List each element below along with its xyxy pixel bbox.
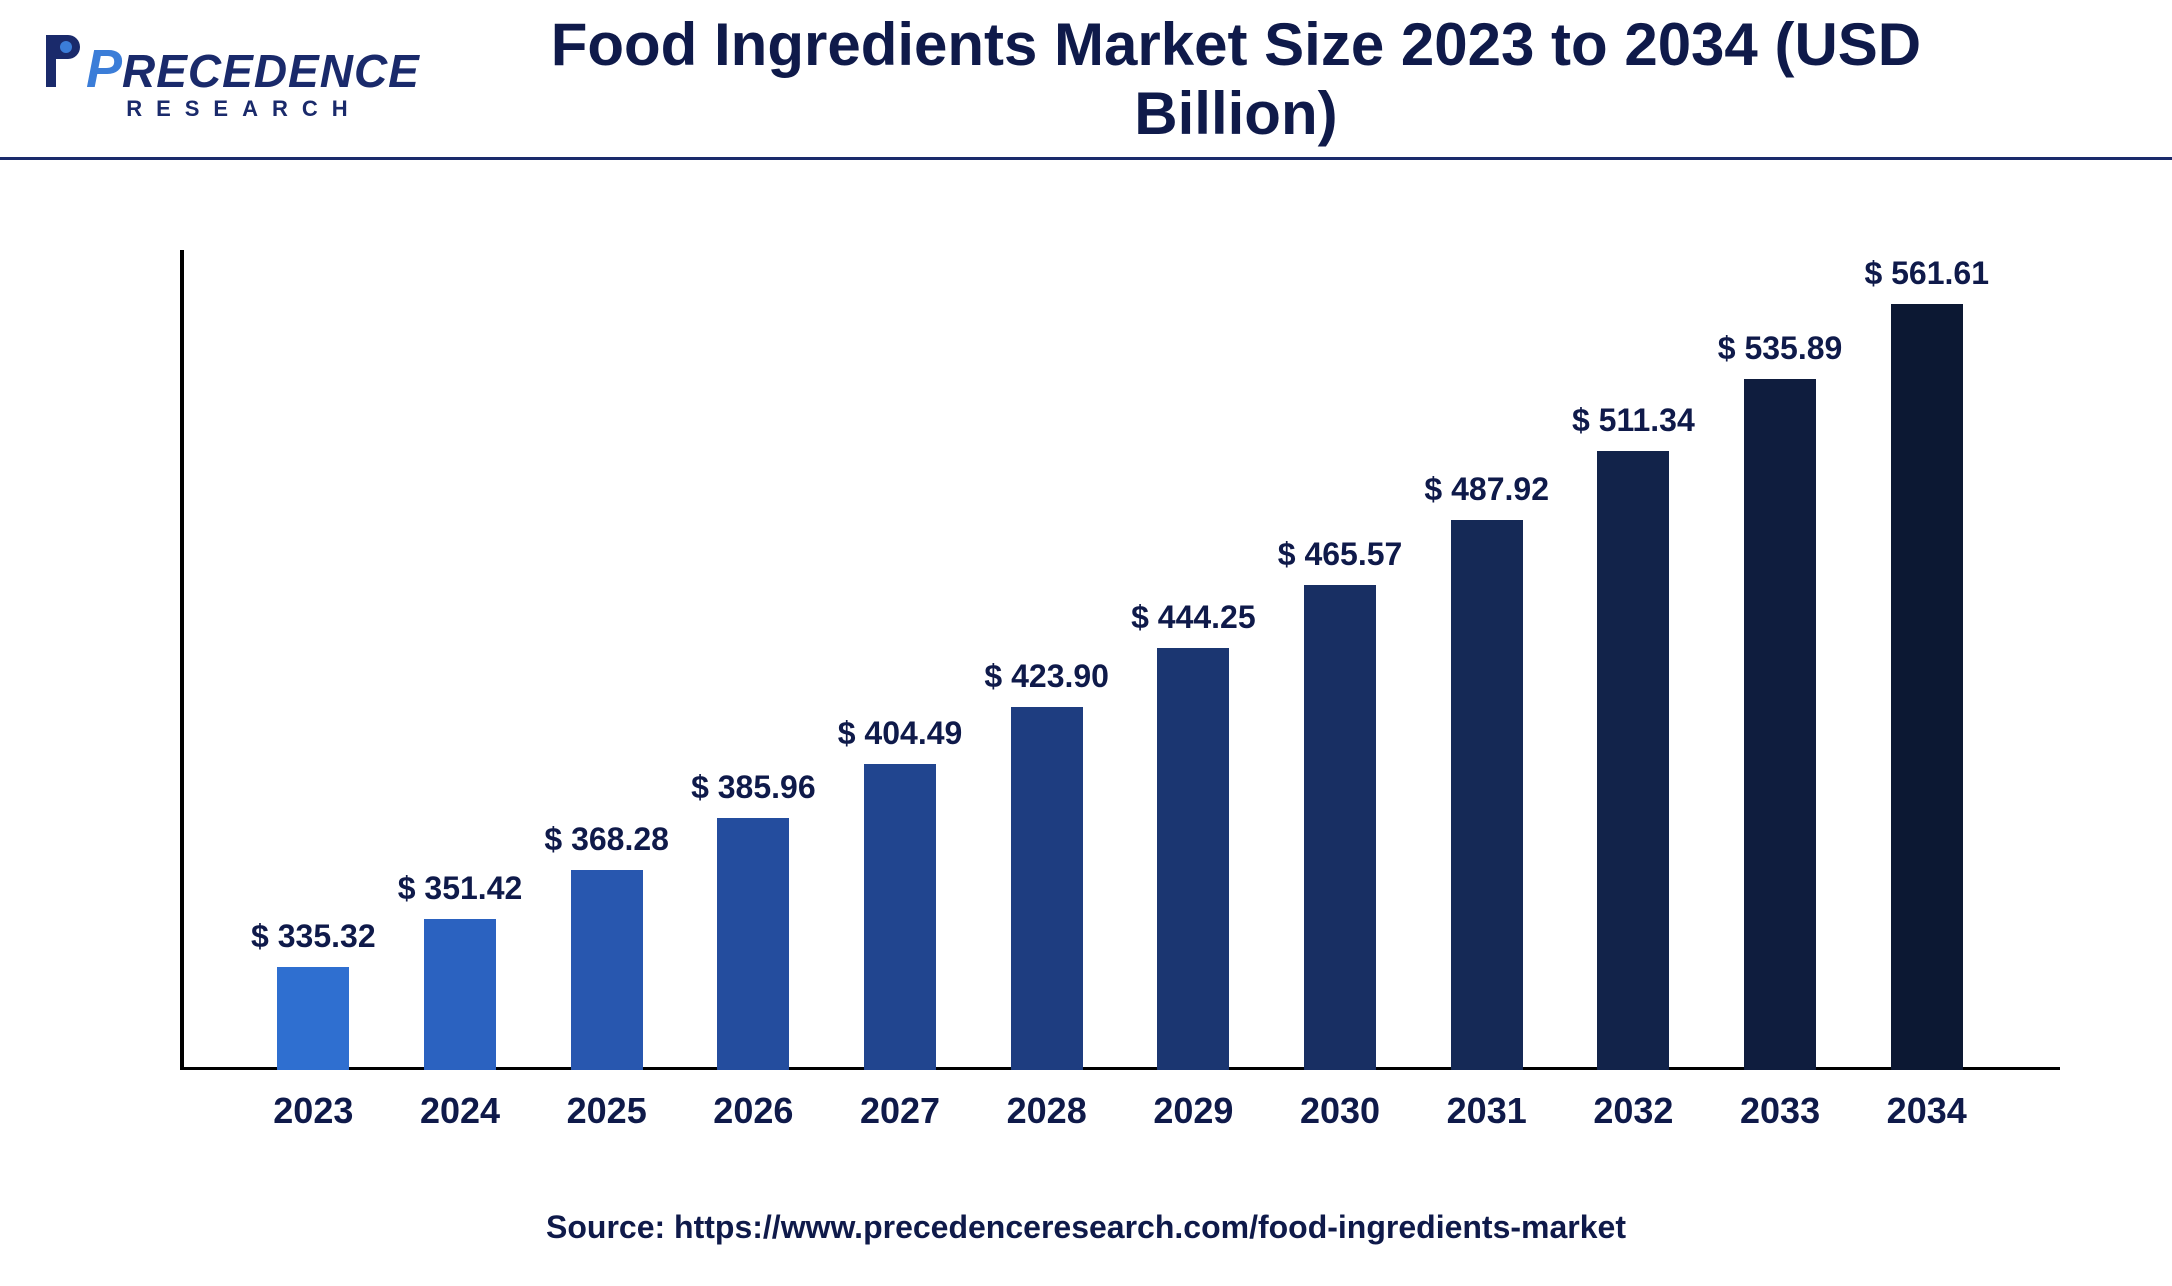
- chart-frame: PRECEDENCE RESEARCH Food Ingredients Mar…: [0, 0, 2172, 1286]
- bar-slot: $ 368.28: [533, 250, 680, 1070]
- bar: [277, 967, 349, 1070]
- bar: [1011, 707, 1083, 1070]
- bar: [864, 764, 936, 1070]
- logo-letter-p: P: [86, 39, 122, 99]
- x-axis-tick-label: 2034: [1853, 1090, 2000, 1132]
- bar-value-label: $ 487.92: [1424, 471, 1549, 508]
- bar-slot: $ 423.90: [973, 250, 1120, 1070]
- bar-value-label: $ 423.90: [984, 658, 1109, 695]
- bar-value-label: $ 351.42: [398, 870, 523, 907]
- bar-value-label: $ 385.96: [691, 769, 816, 806]
- precedence-mark-icon: [40, 35, 80, 92]
- source-citation: Source: https://www.precedenceresearch.c…: [0, 1209, 2172, 1246]
- bar: [717, 818, 789, 1070]
- bar-slot: $ 465.57: [1267, 250, 1414, 1070]
- bar: [424, 919, 496, 1070]
- bar: [1304, 585, 1376, 1070]
- header: PRECEDENCE RESEARCH Food Ingredients Mar…: [0, 0, 2172, 160]
- bar-slot: $ 535.89: [1707, 250, 1854, 1070]
- bar-value-label: $ 561.61: [1864, 255, 1989, 292]
- bar: [1451, 520, 1523, 1070]
- bar-value-label: $ 465.57: [1278, 536, 1403, 573]
- x-axis-tick-label: 2026: [680, 1090, 827, 1132]
- bar-value-label: $ 535.89: [1718, 330, 1843, 367]
- logo-rest: RECEDENCE: [122, 45, 420, 97]
- brand-logo: PRECEDENCE RESEARCH: [40, 35, 420, 122]
- bar-slot: $ 385.96: [680, 250, 827, 1070]
- bar: [1891, 304, 1963, 1070]
- bar: [571, 870, 643, 1070]
- x-axis-labels: 2023202420252026202720282029203020312032…: [180, 1090, 2060, 1132]
- bar-slot: $ 487.92: [1413, 250, 1560, 1070]
- bar-value-label: $ 511.34: [1572, 402, 1695, 439]
- x-axis-tick-label: 2028: [973, 1090, 1120, 1132]
- x-axis-tick-label: 2023: [240, 1090, 387, 1132]
- bar-slot: $ 404.49: [827, 250, 974, 1070]
- x-axis-tick-label: 2024: [387, 1090, 534, 1132]
- bar-slot: $ 511.34: [1560, 250, 1707, 1070]
- chart-plot-area: $ 335.32 $ 351.42 $ 368.28 $ 385.96 $ 404.49…: [180, 250, 2060, 1070]
- bar-value-label: $ 404.49: [838, 715, 963, 752]
- x-axis-tick-label: 2031: [1413, 1090, 1560, 1132]
- logo-wordmark: PRECEDENCE: [86, 38, 420, 100]
- bar: [1597, 451, 1669, 1070]
- bar-value-label: $ 368.28: [544, 821, 669, 858]
- bar-value-label: $ 444.25: [1131, 599, 1256, 636]
- bars-container: $ 335.32 $ 351.42 $ 368.28 $ 385.96 $ 404.49…: [180, 250, 2060, 1070]
- bar-value-label: $ 335.32: [251, 918, 376, 955]
- logo-subtext: RESEARCH: [126, 96, 361, 122]
- bar-slot: $ 561.61: [1853, 250, 2000, 1070]
- logo-top: PRECEDENCE: [40, 35, 420, 100]
- chart-title: Food Ingredients Market Size 2023 to 203…: [460, 10, 2132, 148]
- bar: [1157, 648, 1229, 1070]
- bar-slot: $ 351.42: [387, 250, 534, 1070]
- bar-slot: $ 444.25: [1120, 250, 1267, 1070]
- bar-slot: $ 335.32: [240, 250, 387, 1070]
- x-axis-tick-label: 2025: [533, 1090, 680, 1132]
- x-axis-tick-label: 2027: [827, 1090, 974, 1132]
- x-axis-tick-label: 2033: [1707, 1090, 1854, 1132]
- bar: [1744, 379, 1816, 1070]
- x-axis-tick-label: 2029: [1120, 1090, 1267, 1132]
- x-axis-tick-label: 2032: [1560, 1090, 1707, 1132]
- x-axis-tick-label: 2030: [1267, 1090, 1414, 1132]
